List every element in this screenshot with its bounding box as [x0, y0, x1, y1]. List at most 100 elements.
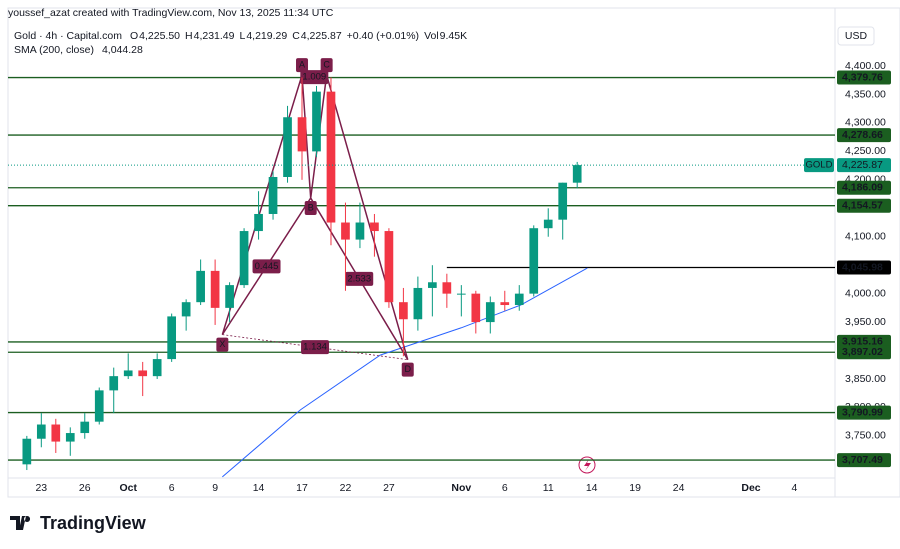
x-tick-label: Nov [451, 482, 471, 494]
pattern-point-box [320, 58, 333, 73]
candle-body [514, 293, 524, 306]
ohlc-value: 4,225.87 [301, 30, 342, 42]
candle-body [341, 222, 350, 240]
level-label: 4,154.57 [842, 199, 883, 211]
candle-body [210, 270, 220, 308]
pattern-point-label: B [308, 202, 314, 212]
pattern-point-label: D [404, 364, 411, 374]
logo-text: TradingView [40, 513, 147, 533]
x-tick-label: 6 [502, 482, 508, 494]
sma-line [222, 267, 588, 478]
level-tag [837, 345, 891, 360]
sma-value: 4,044.28 [102, 44, 143, 56]
candle-body [65, 433, 75, 442]
candle-body [471, 293, 481, 323]
ohlc-value: 4,219.29 [246, 30, 287, 42]
ohlc-value: 4,225.50 [139, 30, 180, 42]
y-tick-label: 4,100.00 [845, 231, 886, 243]
x-tick-label: 19 [629, 482, 641, 494]
candle-body [529, 228, 539, 294]
candle-body [428, 282, 437, 288]
candle-body [138, 370, 148, 377]
candle-body [355, 222, 365, 240]
y-tick-label: 4,000.00 [845, 287, 886, 299]
ratio-label: 1.134 [303, 342, 327, 353]
pattern-point-label: C [323, 60, 330, 70]
candle-body [167, 316, 177, 360]
x-tick-label: 4 [792, 482, 798, 494]
ratio-box [300, 70, 329, 85]
level-label: 3,915.16 [842, 336, 883, 348]
x-tick-label: 9 [212, 482, 218, 494]
x-tick-label: 14 [253, 482, 265, 494]
candle-body [500, 302, 510, 306]
ratio-label: 0.445 [255, 261, 279, 272]
candle-body [442, 282, 452, 294]
y-tick-label: 3,750.00 [845, 430, 886, 442]
pattern-point-box [304, 201, 317, 216]
last-name: GOLD [806, 160, 833, 171]
ratio-label: 1.009 [302, 72, 326, 83]
level-label: 4,045.98 [842, 261, 883, 273]
level-tag [837, 198, 891, 213]
candle-body [456, 293, 466, 295]
candle-body [196, 270, 205, 303]
pattern-point-box [296, 58, 309, 73]
event-icon-bolt [584, 459, 591, 471]
candle-body [181, 302, 191, 317]
credit: youssef_azat created with TradingView.co… [8, 7, 334, 19]
y-tick-label: 3,950.00 [845, 316, 886, 328]
candle-body [558, 182, 568, 220]
pattern-point-label: X [219, 339, 225, 349]
vol-value: 9.45K [440, 30, 467, 42]
candle-body [239, 231, 249, 286]
candle-body [326, 91, 336, 223]
ohlc-value: 4,231.49 [194, 30, 235, 42]
level-tag [837, 453, 891, 468]
pattern-ratio-line [310, 197, 409, 360]
currency-box[interactable] [837, 26, 875, 46]
level-tag [837, 70, 891, 85]
x-tick-label: 27 [383, 482, 395, 494]
chart-frame [7, 7, 900, 498]
x-tick-label: 26 [79, 482, 91, 494]
level-label: 4,278.66 [842, 129, 883, 141]
pattern-bcd [309, 74, 409, 361]
ohlc-key: L [239, 30, 245, 42]
ratio-box [301, 340, 330, 355]
level-tag [837, 260, 891, 275]
change: +0.40 (+0.01%) [347, 30, 419, 42]
level-label: 3,790.99 [842, 406, 883, 418]
ratio-label: 2.533 [347, 273, 371, 284]
candle-body [36, 424, 46, 439]
candle-body [51, 424, 61, 442]
candle-body [370, 222, 379, 232]
last-price-label: 4,225.87 [842, 159, 883, 171]
x-tick-label: 11 [543, 482, 554, 494]
level-label: 4,379.76 [842, 71, 883, 83]
candle-body [283, 117, 292, 177]
last-name-box [804, 158, 834, 173]
ohlc-key: H [185, 30, 193, 42]
sma-name: SMA (200, close) [14, 44, 94, 56]
level-tag [837, 128, 891, 143]
candle-body [297, 117, 307, 152]
pattern-point-label: A [299, 60, 305, 70]
candle-body [109, 376, 119, 391]
candle-body [572, 165, 582, 183]
level-label: 3,897.02 [842, 346, 883, 358]
x-tick-label: 6 [169, 482, 175, 494]
x-tick-label: 14 [586, 482, 598, 494]
currency[interactable]: USD [845, 30, 868, 42]
candle-body [485, 302, 495, 323]
candle-body [543, 219, 553, 229]
candle-body [399, 302, 408, 320]
ohlc-key: O [130, 30, 138, 42]
last-price-box [837, 158, 891, 173]
candle-body [312, 91, 321, 152]
logo-mark [10, 516, 31, 530]
level-tag [837, 180, 891, 195]
candle-body [123, 370, 133, 377]
vol-key: Vol [424, 30, 439, 42]
